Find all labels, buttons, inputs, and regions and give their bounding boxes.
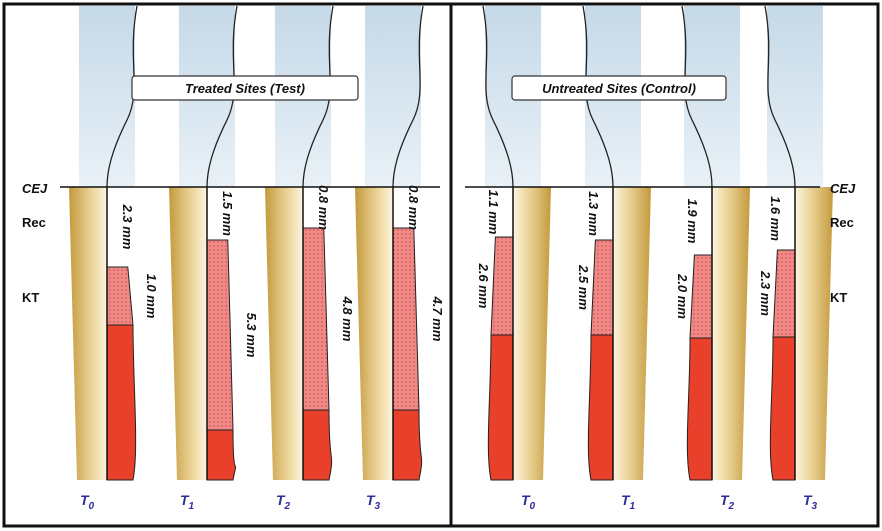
root bbox=[712, 187, 750, 480]
time-label: T2 bbox=[276, 492, 291, 512]
gingiva bbox=[302, 409, 333, 481]
time-sub: 2 bbox=[284, 501, 291, 512]
crown-outline bbox=[681, 5, 713, 188]
gingiva bbox=[769, 336, 796, 481]
root bbox=[69, 187, 107, 480]
root bbox=[265, 187, 303, 480]
rec-label: 2.3 mm bbox=[120, 204, 135, 250]
rec-side-label: Rec bbox=[830, 215, 854, 230]
keratinized-tissue bbox=[490, 236, 514, 336]
panel-title: Untreated Sites (Control) bbox=[542, 81, 696, 96]
time-sub: 1 bbox=[189, 501, 195, 512]
crown-outline bbox=[302, 5, 334, 188]
crown-outline bbox=[206, 5, 238, 188]
rec-label: 0.8 mm bbox=[316, 185, 331, 230]
title-box bbox=[131, 75, 359, 101]
time-label: T3 bbox=[366, 492, 381, 512]
rec-side-label: Rec bbox=[22, 215, 46, 230]
gingiva bbox=[587, 334, 614, 481]
crown bbox=[767, 6, 823, 187]
time-label: T1 bbox=[621, 492, 636, 512]
crown bbox=[365, 6, 421, 187]
time-label: T0 bbox=[80, 492, 95, 512]
keratinized-tissue bbox=[689, 254, 713, 339]
rec-label: 1.5 mm bbox=[220, 191, 235, 236]
time-sub: 1 bbox=[630, 501, 636, 512]
rec-label: 0.8 mm bbox=[406, 185, 421, 230]
keratinized-tissue bbox=[590, 239, 614, 336]
panel-title: Treated Sites (Test) bbox=[185, 81, 305, 96]
keratinized-tissue bbox=[206, 239, 234, 431]
root bbox=[169, 187, 207, 480]
crown-outline bbox=[482, 5, 514, 188]
kt-label: 5.3 mm bbox=[244, 313, 259, 358]
crown-outline bbox=[392, 5, 424, 188]
time-sub: 0 bbox=[89, 501, 95, 512]
time-letter: T bbox=[180, 492, 190, 508]
rec-label: 1.1 mm bbox=[486, 190, 501, 235]
crown-outline bbox=[106, 5, 138, 188]
crown-outline bbox=[582, 5, 614, 188]
time-sub: 2 bbox=[728, 501, 735, 512]
root bbox=[795, 187, 833, 480]
time-letter: T bbox=[80, 492, 90, 508]
time-label: T1 bbox=[180, 492, 195, 512]
time-sub: 3 bbox=[812, 501, 818, 512]
time-letter: T bbox=[521, 492, 531, 508]
gingiva bbox=[106, 324, 137, 481]
rec-label: 1.6 mm bbox=[768, 196, 783, 241]
gingiva bbox=[487, 334, 514, 481]
time-letter: T bbox=[276, 492, 286, 508]
root bbox=[513, 187, 551, 480]
time-label: T2 bbox=[720, 492, 735, 512]
keratinized-tissue bbox=[302, 227, 330, 411]
kt-side-label: KT bbox=[22, 290, 39, 305]
keratinized-tissue bbox=[772, 249, 796, 338]
kt-side-label: KT bbox=[830, 290, 847, 305]
time-label: T0 bbox=[521, 492, 536, 512]
time-label: T3 bbox=[803, 492, 818, 512]
kt-label: 4.8 mm bbox=[340, 296, 355, 342]
title-box bbox=[511, 75, 727, 101]
gingiva bbox=[392, 409, 423, 481]
kt-label: 2.6 mm bbox=[476, 263, 491, 309]
kt-label: 2.5 mm bbox=[576, 264, 591, 310]
crown-outline bbox=[764, 5, 796, 188]
root bbox=[613, 187, 651, 480]
time-sub: 0 bbox=[530, 501, 536, 512]
rec-label: 1.9 mm bbox=[685, 199, 700, 244]
time-letter: T bbox=[720, 492, 730, 508]
crown bbox=[79, 6, 135, 187]
cej-label: CEJ bbox=[22, 181, 48, 196]
keratinized-tissue bbox=[392, 227, 420, 411]
kt-label: 1.0 mm bbox=[144, 274, 159, 319]
gingiva bbox=[206, 429, 237, 481]
cej-label: CEJ bbox=[830, 181, 856, 196]
kt-label: 2.3 mm bbox=[758, 270, 773, 316]
kt-label: 4.7 mm bbox=[430, 296, 445, 342]
kt-label: 2.0 mm bbox=[675, 273, 690, 319]
time-letter: T bbox=[366, 492, 376, 508]
keratinized-tissue bbox=[106, 266, 134, 326]
rec-label: 1.3 mm bbox=[586, 191, 601, 236]
root bbox=[355, 187, 393, 480]
time-letter: T bbox=[803, 492, 813, 508]
time-sub: 3 bbox=[375, 501, 381, 512]
time-letter: T bbox=[621, 492, 631, 508]
gingiva bbox=[686, 337, 713, 481]
